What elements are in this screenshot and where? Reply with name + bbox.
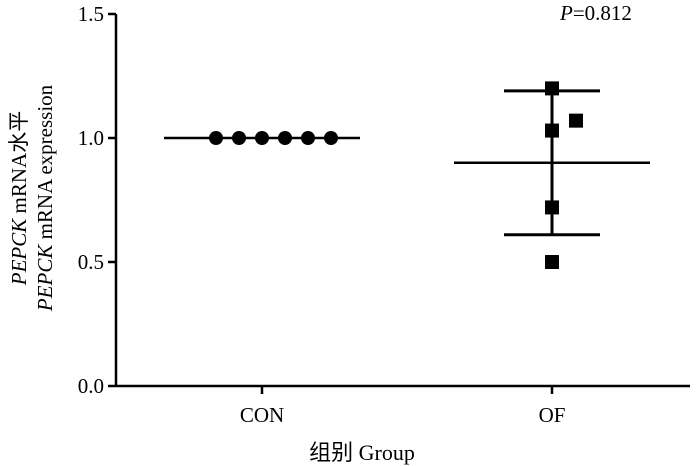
y-tick-label: 0.0 (78, 374, 104, 398)
axes (114, 14, 690, 388)
data-point-con (209, 131, 223, 145)
data-point-of (545, 200, 559, 215)
data-marks (164, 81, 650, 269)
y-tick-label: 0.5 (78, 250, 104, 274)
data-point-of (545, 81, 559, 96)
y-axis-label-line1: PEPCK mRNA水平 (7, 111, 31, 286)
data-point-con (278, 131, 292, 145)
data-point-con (301, 131, 315, 145)
y-tick-label: 1.5 (78, 2, 104, 26)
x-ticks: CON OF (240, 386, 566, 427)
data-point-of (545, 255, 559, 269)
y-tick-label: 1.0 (78, 126, 104, 150)
data-point-of (545, 123, 559, 138)
x-tick-label: OF (539, 403, 566, 427)
data-point-con (232, 131, 246, 145)
data-point-con (255, 131, 269, 145)
y-ticks: 0.0 0.5 1.0 1.5 (78, 2, 116, 398)
p-value-annotation: P=0.812 (559, 1, 632, 25)
data-point-of (569, 113, 583, 128)
y-axis-label-line2: PEPCK mRNA expression (33, 84, 57, 312)
x-tick-label: CON (240, 403, 284, 427)
data-point-con (324, 131, 338, 145)
x-axis-label: 组别 Group (309, 440, 415, 465)
